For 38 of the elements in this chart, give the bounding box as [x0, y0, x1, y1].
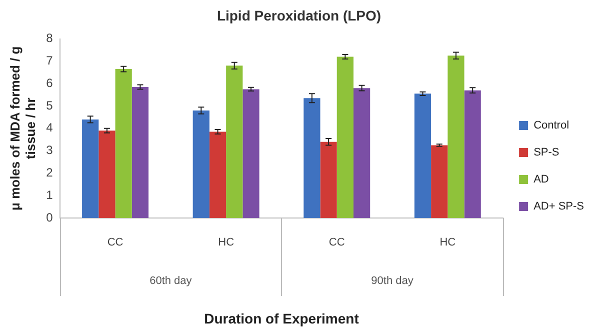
legend-label: AD	[534, 174, 549, 186]
y-tick-label: 4	[46, 120, 54, 135]
y-tick-label: 6	[46, 76, 54, 90]
y-tick-label: 0	[46, 210, 54, 224]
bar	[448, 56, 464, 218]
x-tick-label: HC	[440, 236, 456, 249]
legend-label: Control	[534, 120, 570, 132]
bar	[353, 88, 370, 218]
bar	[98, 130, 116, 218]
y-tick-label: 3	[46, 143, 54, 158]
x-tick-label: HC	[218, 236, 234, 249]
y-tick-label: 2	[46, 166, 54, 180]
chart-title: Lipid Peroxidation (LPO)	[216, 7, 382, 24]
bar	[304, 98, 320, 218]
bar	[336, 56, 354, 218]
y-tick-label: 5	[46, 98, 54, 112]
x-tick-label: CC	[107, 236, 124, 249]
bar	[192, 110, 210, 218]
bar	[132, 86, 149, 218]
bar	[464, 90, 481, 218]
bar	[242, 89, 260, 218]
x-axis-title: Duration of Experiment	[204, 310, 360, 326]
bar	[414, 94, 432, 218]
legend-label: SP-S	[534, 146, 560, 159]
text: 60th day	[150, 275, 192, 288]
bar	[320, 142, 337, 218]
y-tick-label: 7	[46, 54, 54, 68]
y-tick-label: 8	[46, 31, 54, 46]
bar	[209, 132, 226, 218]
bar	[226, 66, 243, 218]
bar	[431, 145, 448, 218]
text: 90th day	[371, 275, 414, 288]
legend-label: AD+ SP-S	[534, 200, 584, 213]
bar	[82, 119, 99, 218]
y-tick-label: 1	[46, 188, 54, 202]
x-tick-label: CC	[328, 236, 345, 249]
bar	[115, 69, 132, 218]
y-axis-title: μ moles of MDA formed / g tissue / hr	[7, 46, 38, 210]
